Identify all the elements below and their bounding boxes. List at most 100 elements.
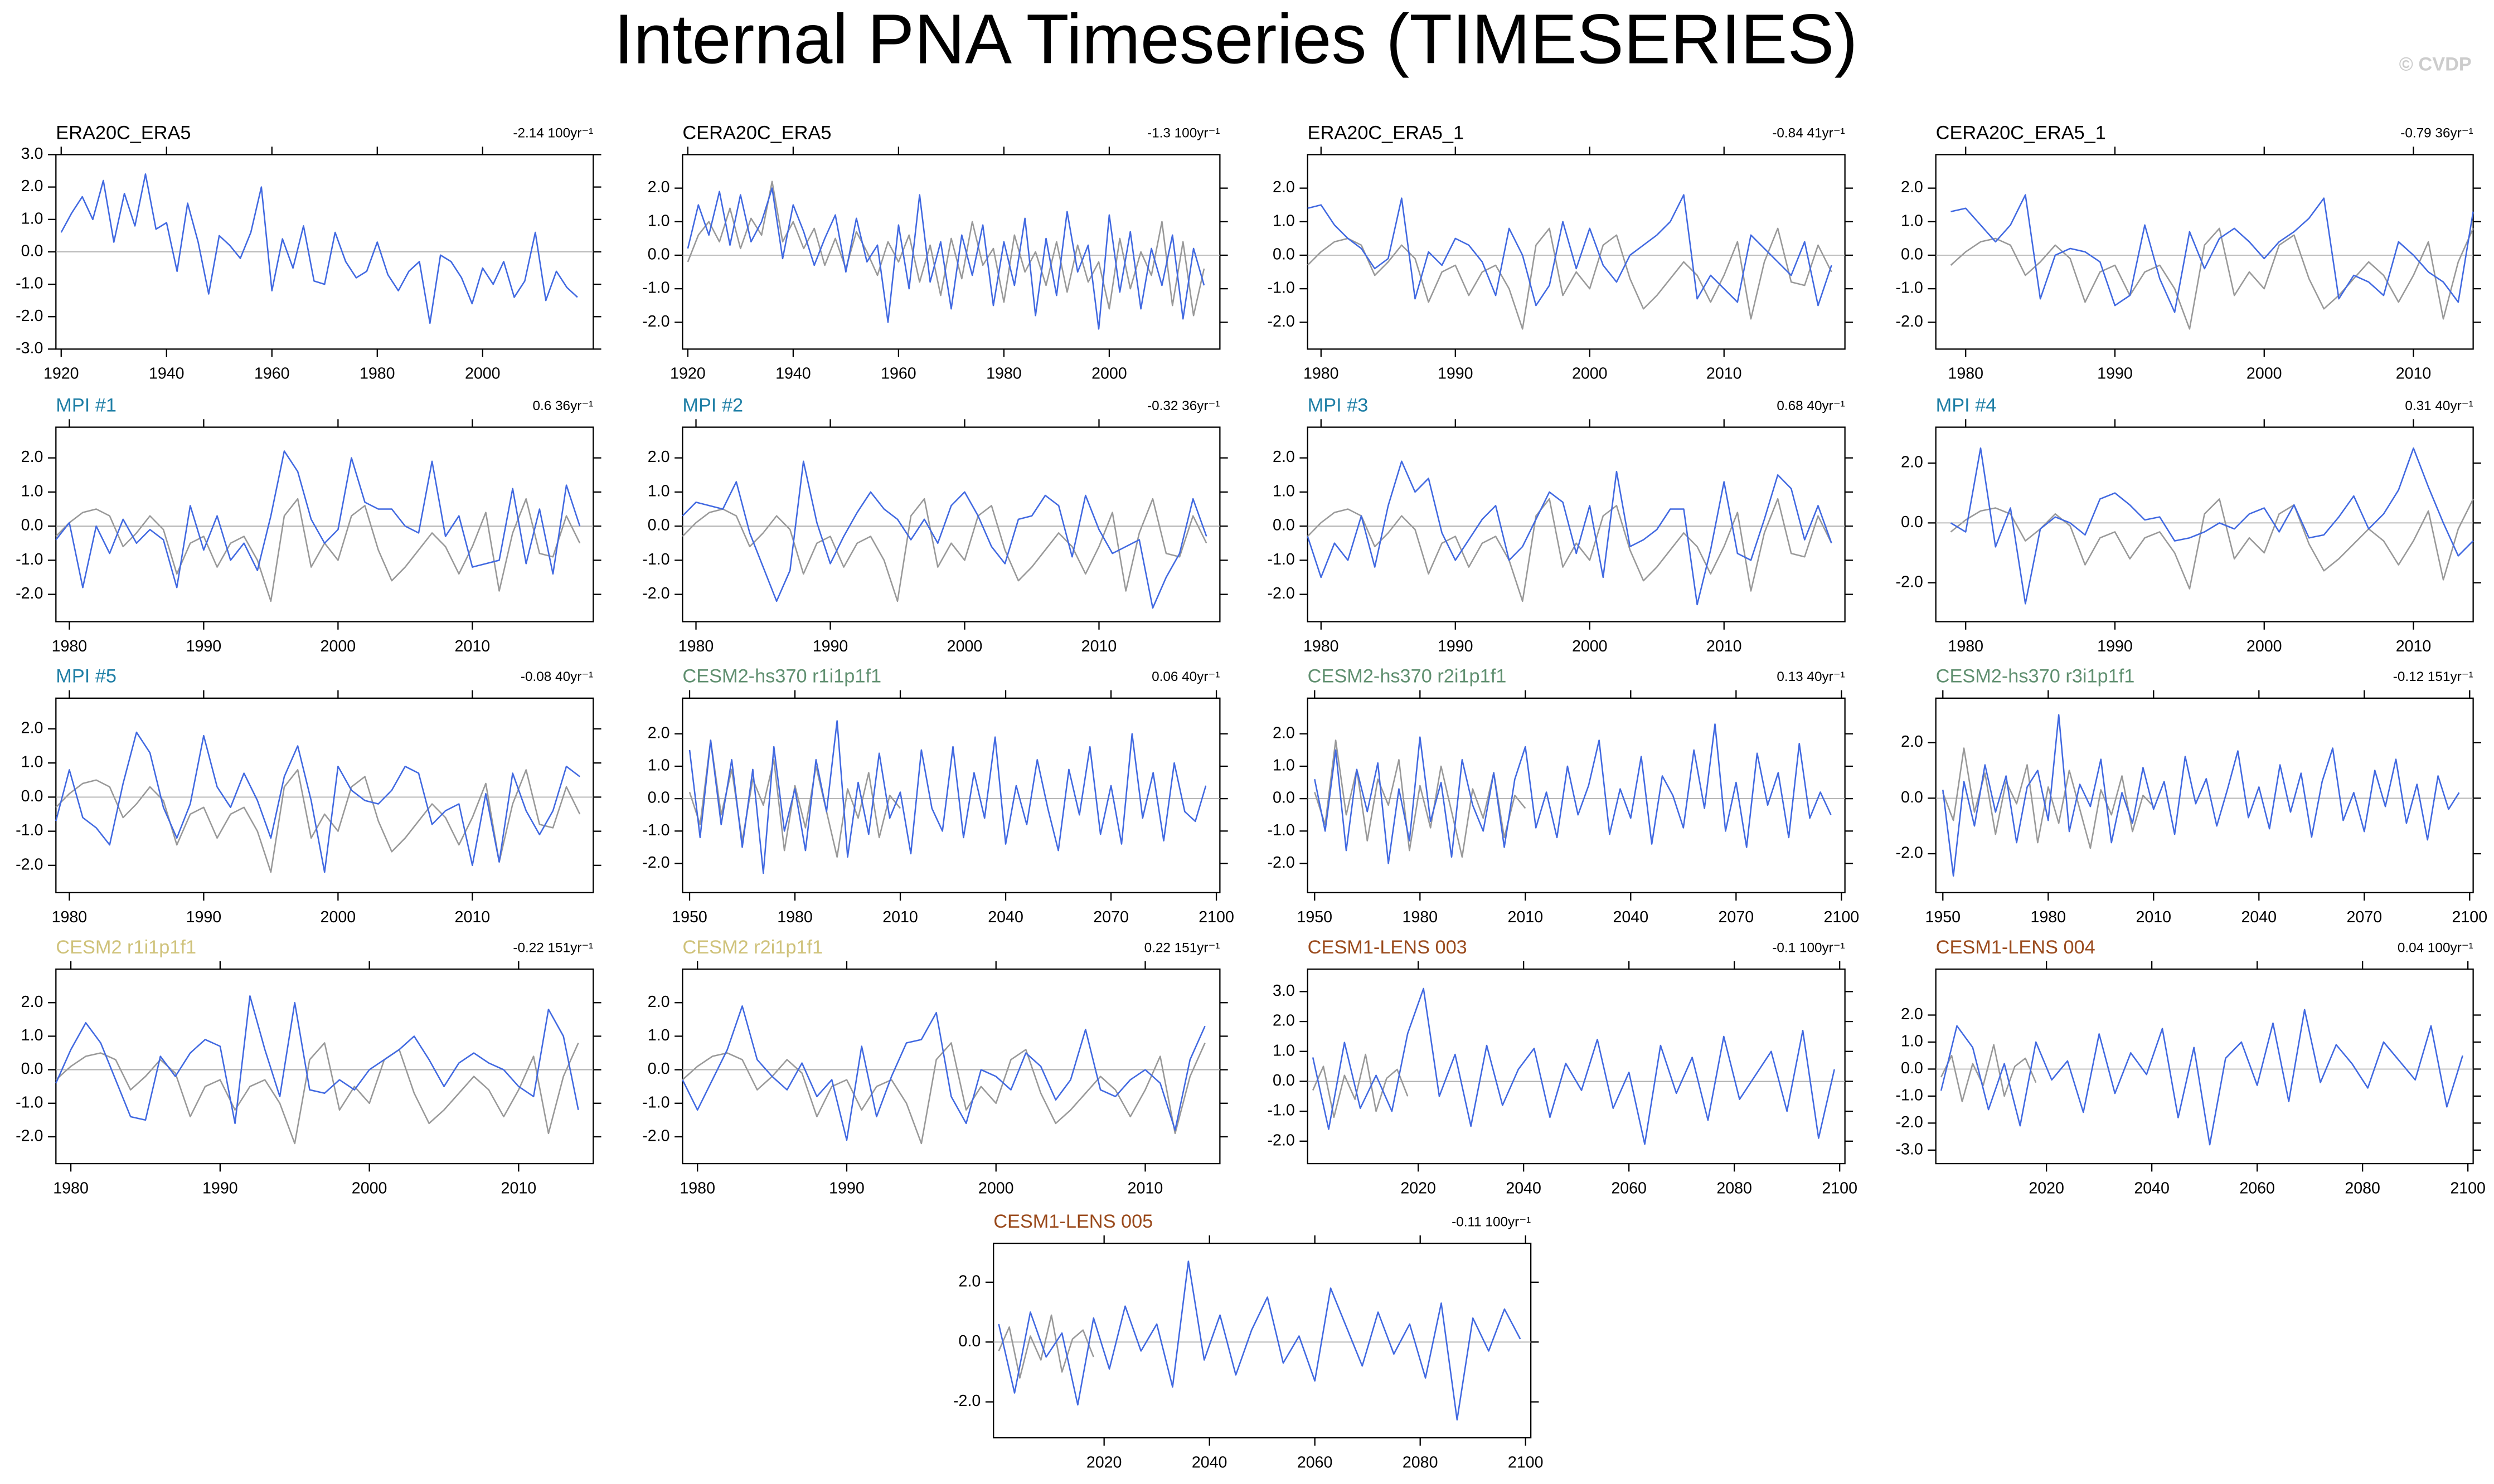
- x-tick-label: 2010: [455, 638, 491, 655]
- y-tick-label: -1.0: [1268, 279, 1295, 297]
- y-tick-label: 1.0: [21, 482, 43, 500]
- panel-title: CESM1-LENS 003: [1308, 937, 1467, 958]
- y-tick-label: 2.0: [648, 178, 670, 196]
- series-line: [1950, 194, 2474, 313]
- y-tick-label: 1.0: [1273, 757, 1295, 775]
- y-tick-label: -1.0: [16, 551, 43, 568]
- x-tick-label: 2060: [1611, 1179, 1647, 1197]
- x-tick-label: 2020: [1400, 1179, 1436, 1197]
- trend-label: -0.79 36yr⁻¹: [2400, 126, 2473, 141]
- y-tick-label: 0.0: [1901, 246, 1923, 264]
- y-tick-label: -2.0: [1268, 1131, 1295, 1149]
- y-tick-label: 0.0: [21, 517, 43, 534]
- y-tick-label: 0.0: [648, 1060, 670, 1078]
- x-tick-label: 1960: [254, 365, 290, 383]
- series-line: [998, 1314, 1094, 1379]
- x-tick-label: 2000: [2246, 638, 2282, 655]
- series-line: [998, 1261, 1521, 1421]
- x-tick-label: 1990: [2097, 365, 2133, 383]
- x-tick-label: 2040: [1613, 908, 1649, 926]
- series-line: [55, 731, 580, 873]
- trend-label: -0.08 40yr⁻¹: [521, 669, 593, 684]
- series-line: [55, 498, 581, 602]
- series-line: [1314, 723, 1832, 864]
- x-tick-label: 2000: [978, 1179, 1014, 1197]
- y-tick-label: -1.0: [1268, 821, 1295, 839]
- series-line: [682, 460, 1207, 609]
- series-line: [55, 450, 581, 588]
- y-tick-label: -2.0: [1896, 313, 1923, 330]
- x-tick-label: 2100: [2452, 908, 2488, 926]
- series-line: [688, 720, 1207, 874]
- y-tick-label: 1.0: [1273, 1042, 1295, 1059]
- plot-frame: [682, 154, 1221, 350]
- series-line: [1307, 460, 1832, 606]
- plot-frame: [1935, 968, 2474, 1165]
- y-tick-label: 0.0: [1273, 246, 1295, 264]
- x-tick-label: 2000: [1091, 365, 1127, 383]
- y-tick-label: -2.0: [16, 1127, 43, 1145]
- trend-label: 0.31 40yr⁻¹: [2405, 398, 2473, 413]
- x-tick-label: 2080: [1716, 1179, 1752, 1197]
- y-tick-label: 0.0: [21, 1060, 43, 1078]
- x-tick-label: 1980: [1948, 365, 1983, 383]
- y-tick-label: -2.0: [16, 585, 43, 602]
- trend-label: -0.32 36yr⁻¹: [1147, 398, 1220, 413]
- x-tick-label: 2010: [1081, 638, 1117, 655]
- x-tick-label: 2010: [1706, 638, 1742, 655]
- x-tick-label: 2070: [2346, 908, 2382, 926]
- trend-label: -1.3 100yr⁻¹: [1147, 126, 1220, 141]
- y-tick-label: 3.0: [1273, 982, 1295, 1000]
- series-line: [1312, 1053, 1409, 1118]
- y-tick-label: 1.0: [1901, 1033, 1923, 1050]
- x-tick-label: 2010: [2396, 638, 2432, 655]
- x-tick-label: 1950: [672, 908, 707, 926]
- y-tick-label: -2.0: [953, 1392, 981, 1410]
- x-tick-label: 1920: [43, 365, 79, 383]
- y-tick-label: 0.0: [1901, 789, 1923, 806]
- y-tick-label: 0.0: [648, 246, 670, 264]
- x-tick-label: 2040: [1506, 1179, 1541, 1197]
- x-tick-label: 2040: [1192, 1453, 1227, 1471]
- x-tick-label: 2000: [352, 1179, 387, 1197]
- x-tick-label: 1990: [186, 638, 222, 655]
- y-tick-label: -2.0: [16, 855, 43, 873]
- y-tick-label: 0.0: [1273, 517, 1295, 534]
- y-tick-label: -2.0: [1268, 585, 1295, 602]
- y-tick-label: -2.0: [1896, 1113, 1923, 1131]
- series-line: [60, 173, 578, 324]
- series-line: [1950, 227, 2474, 330]
- x-tick-label: 2010: [1507, 908, 1543, 926]
- x-tick-label: 1980: [52, 908, 88, 926]
- x-tick-label: 1950: [1297, 908, 1332, 926]
- x-tick-label: 2010: [1128, 1179, 1163, 1197]
- x-tick-label: 2100: [1508, 1453, 1544, 1471]
- plot-frame: [682, 426, 1221, 622]
- x-tick-label: 2060: [2239, 1179, 2275, 1197]
- y-tick-label: 1.0: [1901, 212, 1923, 230]
- panel-title: ERA20C_ERA5_1: [1308, 122, 1464, 143]
- x-tick-label: 2010: [2396, 365, 2432, 383]
- x-tick-label: 2100: [1199, 908, 1234, 926]
- series-line: [1307, 498, 1832, 602]
- trend-label: -0.22 151yr⁻¹: [513, 940, 593, 955]
- x-tick-label: 1980: [1948, 638, 1983, 655]
- series-line: [1942, 747, 2155, 849]
- panel-title: MPI #2: [682, 395, 743, 416]
- series-line: [1942, 714, 2460, 877]
- y-tick-label: 2.0: [21, 448, 43, 466]
- y-tick-label: 2.0: [1273, 448, 1295, 466]
- x-tick-label: 2100: [2450, 1179, 2486, 1197]
- figure-title: Internal PNA Timeseries (TIMESERIES): [614, 0, 1858, 78]
- y-tick-label: 0.0: [648, 517, 670, 534]
- x-tick-label: 1980: [1402, 908, 1438, 926]
- series-line: [682, 1005, 1206, 1141]
- y-tick-label: 1.0: [21, 210, 43, 227]
- y-tick-label: -1.0: [1896, 1086, 1923, 1104]
- panel-title: CERA20C_ERA5_1: [1936, 122, 2106, 143]
- x-tick-label: 2000: [1572, 638, 1608, 655]
- panel-title: CESM2-hs370 r1i1p1f1: [682, 666, 881, 687]
- x-tick-label: 1950: [1925, 908, 1961, 926]
- plot-frame: [55, 697, 594, 893]
